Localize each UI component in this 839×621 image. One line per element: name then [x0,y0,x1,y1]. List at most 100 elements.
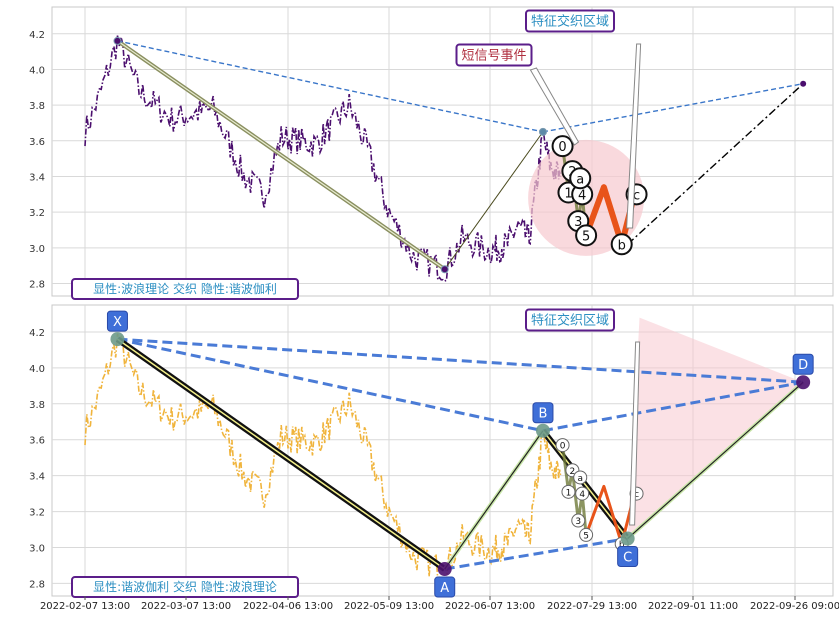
trend-line [117,40,544,133]
sub-wave-marker [573,470,588,485]
harmonic-point-box [617,546,639,568]
harmonic-point-label: X [113,315,122,330]
zone-arrow [629,341,641,526]
harmonic-point-box [532,402,554,424]
sub-wave-marker [561,484,576,499]
zone-label: 特征交织区域 [531,313,609,329]
harmonic-point-label: D [798,358,808,373]
sub-wave-marker [579,527,594,542]
sub-wave-label: 5 [582,229,590,244]
y-tick-label: 4.0 [29,65,45,76]
trend-line [542,83,804,133]
sub-wave-label: c [633,188,640,203]
harmonic-ab-leg [444,430,544,570]
harmonic-point-box [106,310,128,332]
trend-line [627,83,804,245]
y-tick-label: 4.2 [29,328,45,339]
sub-wave-label: 4 [579,490,585,500]
harmonic-cd-leg [627,381,804,539]
short-signal-label: 短信号事件 [461,49,526,64]
harmonic-point-box [792,353,814,375]
y-tick-label: 3.4 [29,472,45,483]
panel-bottom-label-box [71,576,299,598]
harmonic-xb-line [117,337,544,433]
sub-wave-label: a [577,474,583,484]
zone-arrow [626,43,642,229]
y-tick-label: 3.6 [29,436,45,447]
harmonic-xa-leg-inner [117,338,446,570]
pivot-dot [113,36,122,45]
y-tick-label: 3.0 [29,544,45,555]
x-tick-label: 2022-06-07 13:00 [445,601,535,612]
y-tick-label: 3.2 [29,208,45,219]
sub-wave-label: 1 [564,187,572,202]
signal-arrow [529,67,580,146]
y-tick-label: 3.8 [29,101,45,112]
sub-wave-marker [575,224,598,247]
sub-wave-label: b [619,540,625,550]
y-tick-label: 3.0 [29,244,45,255]
sub-wave-label: 0 [560,442,566,452]
pivot-dot-end [800,80,807,87]
harmonic-point-dot [796,375,811,390]
sub-wave-label: c [634,490,639,500]
zone-label-box [525,9,615,33]
sub-wave-marker [555,438,570,453]
sub-wave-label: 3 [574,215,582,230]
wave-zigzag-secondary [444,131,544,270]
y-tick-label: 4.0 [29,364,45,375]
x-tick-label: 2022-05-09 13:00 [344,601,434,612]
harmonic-point-label: A [440,581,449,596]
sub-wave-corrective-line [584,484,636,546]
x-tick-label: 2022-04-06 13:00 [243,601,333,612]
panel-bottom-label-box [71,278,299,300]
harmonic-point-dot [620,531,635,546]
x-tick-label: 2022-03-07 13:00 [141,601,231,612]
harmonic-ac-line [444,537,628,571]
y-tick-label: 3.6 [29,137,45,148]
x-tick-label: 2022-09-26 09:00 [750,601,839,612]
x-tick-label: 2022-09-01 11:00 [648,601,738,612]
wave-zigzag-primary-inner [117,40,446,270]
y-tick-label: 2.8 [29,579,45,590]
sub-wave-label: a [576,172,584,187]
zone-label-box [525,308,615,332]
harmonic-xd-line [117,337,804,384]
sub-wave-label: 3 [575,517,581,527]
sub-wave-label: 2 [570,467,576,477]
sub-wave-label: 1 [566,488,572,498]
pivot-dot [538,127,547,136]
sub-wave-label: 4 [578,188,586,203]
sub-wave-marker [551,135,574,158]
x-tick-label: 2022-02-07 13:00 [40,601,130,612]
pivot-dot [440,265,449,274]
sub-wave-marker [569,167,592,190]
harmonic-point-label: B [539,407,548,422]
short-signal-label-box [455,43,533,67]
y-tick-label: 3.2 [29,508,45,519]
sub-wave-label: 0 [558,140,566,155]
sub-wave-marker [575,486,590,501]
panel-bottom: 2.8 3.0 3.2 3.4 3.6 3.8 4.0 4.2 0 1 2 3 4 5 a b c X A B C D 特征… [29,304,834,598]
sub-wave-marker [571,513,586,528]
price-series-line [84,333,562,582]
panel-bottom-label: 显性:波浪理论 交织 隐性:谐波伽利 [93,281,277,296]
harmonic-point-dot [110,332,125,347]
plot-frame [51,6,834,297]
y-tick-label: 2.8 [29,280,45,291]
panel-top: 2.83.03.23.43.63.84.04.2012345abc特征交织区域短… [29,6,834,300]
y-tick-label: 4.2 [29,30,45,41]
price-series-line [84,35,562,283]
harmonic-point-label: C [623,551,632,566]
y-tick-label: 3.8 [29,400,45,411]
sub-wave-label: 5 [583,531,589,541]
x-tick-label: 2022-07-29 13:00 [547,601,637,612]
y-tick-label: 3.4 [29,172,45,183]
harmonic-point-dot [535,423,550,438]
x-axis: 2022-02-07 13:00 2022-03-07 13:00 2022-04-… [40,596,839,612]
sub-wave-label: b [618,238,626,253]
sub-wave-marker [610,233,633,256]
harmonic-point-box [434,576,456,598]
